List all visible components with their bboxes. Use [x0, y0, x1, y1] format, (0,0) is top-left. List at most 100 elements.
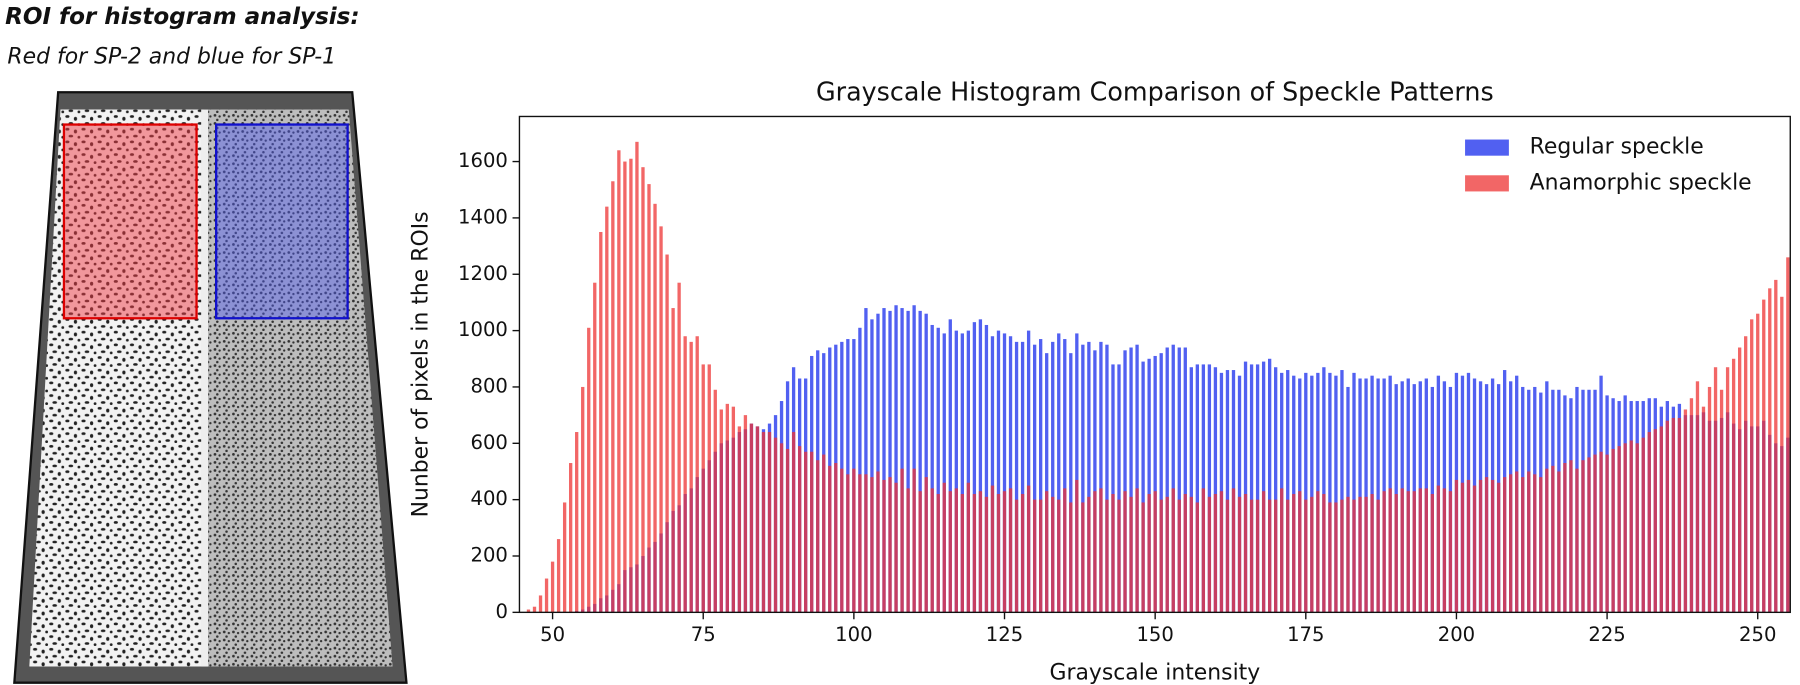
bar	[1442, 488, 1447, 613]
bar	[1575, 468, 1579, 613]
y-tick-label: 1200	[458, 262, 508, 285]
bar	[1322, 367, 1326, 613]
bar	[725, 403, 729, 613]
bar	[1183, 347, 1187, 613]
bar	[1189, 496, 1193, 613]
x-tick-label: 175	[1287, 623, 1324, 646]
bar	[1515, 471, 1519, 613]
bar	[930, 488, 934, 613]
bar	[966, 330, 971, 613]
bar	[894, 482, 898, 613]
bar	[828, 465, 832, 613]
bar	[1484, 477, 1489, 613]
bar	[954, 488, 958, 613]
bar	[599, 231, 603, 613]
bar	[1502, 477, 1507, 613]
bar	[1406, 491, 1410, 613]
bar	[707, 364, 711, 613]
bar	[1671, 417, 1676, 613]
bar	[1490, 479, 1495, 613]
bar	[942, 482, 946, 613]
x-tick-label: 150	[1136, 623, 1173, 646]
bar	[1744, 336, 1748, 613]
y-tick-label: 1000	[458, 318, 508, 341]
bar	[1135, 344, 1139, 613]
y-tick-label: 1400	[458, 205, 508, 228]
bar	[635, 141, 639, 613]
bar	[1774, 279, 1778, 613]
legend-label: Anamorphic speckle	[1530, 170, 1752, 195]
bar	[810, 451, 814, 613]
bar	[1400, 488, 1404, 613]
bar	[1075, 333, 1079, 613]
bar	[1280, 488, 1284, 613]
bar	[834, 463, 838, 613]
bar	[870, 319, 874, 613]
bar	[1117, 364, 1121, 613]
bar	[1261, 361, 1266, 613]
bar	[936, 494, 940, 613]
bar	[1551, 465, 1555, 613]
bar	[1388, 488, 1392, 613]
bar	[1352, 499, 1356, 613]
bar	[1629, 440, 1633, 613]
bar	[532, 606, 537, 613]
bar	[990, 485, 995, 613]
bar	[1617, 446, 1621, 613]
bar	[1231, 488, 1236, 613]
bar	[1762, 299, 1766, 613]
bar	[1358, 378, 1362, 613]
bar	[1557, 471, 1561, 613]
bar	[677, 282, 681, 613]
bar	[1213, 494, 1218, 613]
bar	[1611, 448, 1615, 613]
bar	[1069, 353, 1073, 613]
bar	[1117, 499, 1121, 613]
bar	[1340, 370, 1344, 613]
bar	[1008, 488, 1013, 613]
bar	[1460, 482, 1465, 613]
bar	[1430, 494, 1434, 613]
bar	[858, 327, 862, 613]
bar	[1045, 353, 1049, 613]
x-tick-label: 125	[986, 623, 1023, 646]
bar	[984, 496, 989, 613]
bar	[1328, 372, 1332, 613]
bar	[1087, 496, 1091, 613]
bar	[1286, 499, 1290, 613]
bar	[1153, 491, 1157, 613]
y-tick-label: 200	[471, 543, 508, 566]
bar	[1020, 341, 1025, 613]
legend-swatch	[1465, 175, 1509, 192]
bar	[1032, 344, 1037, 613]
bar	[1581, 460, 1585, 613]
bar	[544, 578, 549, 613]
bar	[1243, 361, 1248, 613]
bar	[1026, 330, 1031, 613]
specimen-photo	[13, 91, 408, 684]
bar	[1304, 499, 1308, 613]
bar	[1316, 491, 1320, 613]
bar	[972, 322, 977, 613]
bar	[538, 595, 543, 613]
bar	[647, 184, 651, 613]
y-tick-label: 600	[471, 431, 508, 454]
bar	[1105, 499, 1109, 613]
bar	[1310, 496, 1314, 613]
bar	[1063, 339, 1067, 613]
bar	[1111, 364, 1115, 613]
bar	[1352, 372, 1356, 613]
bar	[1081, 344, 1085, 613]
bar	[858, 474, 862, 613]
bar	[882, 479, 886, 613]
bar	[701, 364, 705, 613]
bar	[984, 324, 989, 613]
bar	[1593, 454, 1597, 613]
bar	[1057, 333, 1061, 613]
bar	[1039, 339, 1043, 613]
bar	[773, 437, 778, 613]
bar	[575, 432, 579, 613]
bar	[797, 446, 802, 613]
bar	[1129, 496, 1133, 613]
